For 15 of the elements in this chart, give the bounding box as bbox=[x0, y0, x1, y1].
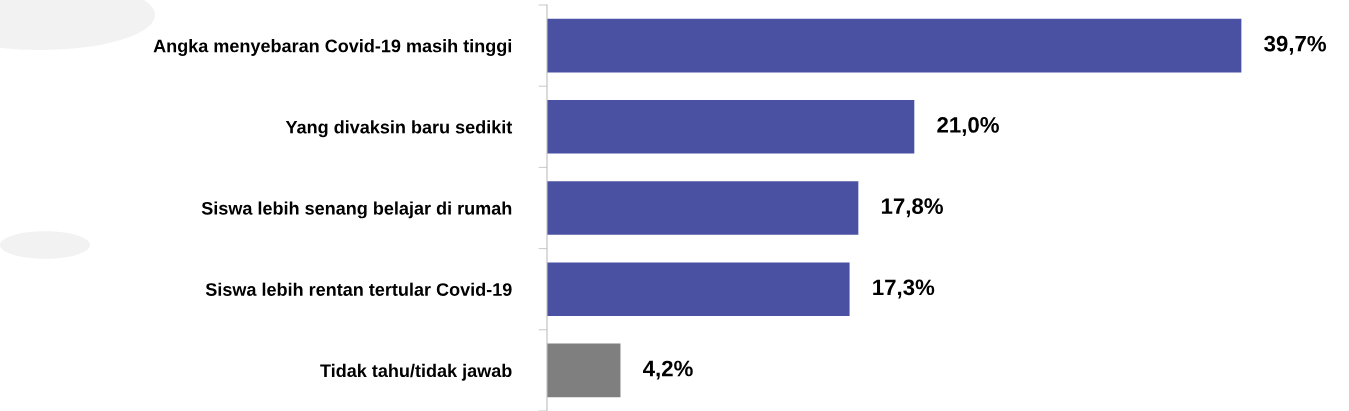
y-tick-label: Angka menyebaran Covid-19 masih tinggi bbox=[153, 39, 512, 56]
y-tick-label: Tidak tahu/tidak jawab bbox=[320, 363, 512, 381]
data-label: 4,2% bbox=[643, 360, 693, 380]
bar bbox=[547, 18, 1242, 73]
bar bbox=[547, 100, 915, 154]
data-label: 17,3% bbox=[873, 279, 935, 299]
data-label: 21,0% bbox=[937, 117, 999, 136]
bar bbox=[547, 181, 859, 235]
y-tick-label: Yang divaksin baru sedikit bbox=[285, 120, 513, 138]
bar bbox=[547, 343, 621, 398]
bar bbox=[547, 262, 850, 316]
y-tick-label: Siswa lebih senang belajar di rumah bbox=[201, 201, 512, 219]
data-label: 39,7% bbox=[1264, 35, 1327, 55]
data-label: 17,8% bbox=[881, 198, 943, 218]
y-tick-label: Siswa lebih rentan tertular Covid-19 bbox=[205, 282, 512, 296]
